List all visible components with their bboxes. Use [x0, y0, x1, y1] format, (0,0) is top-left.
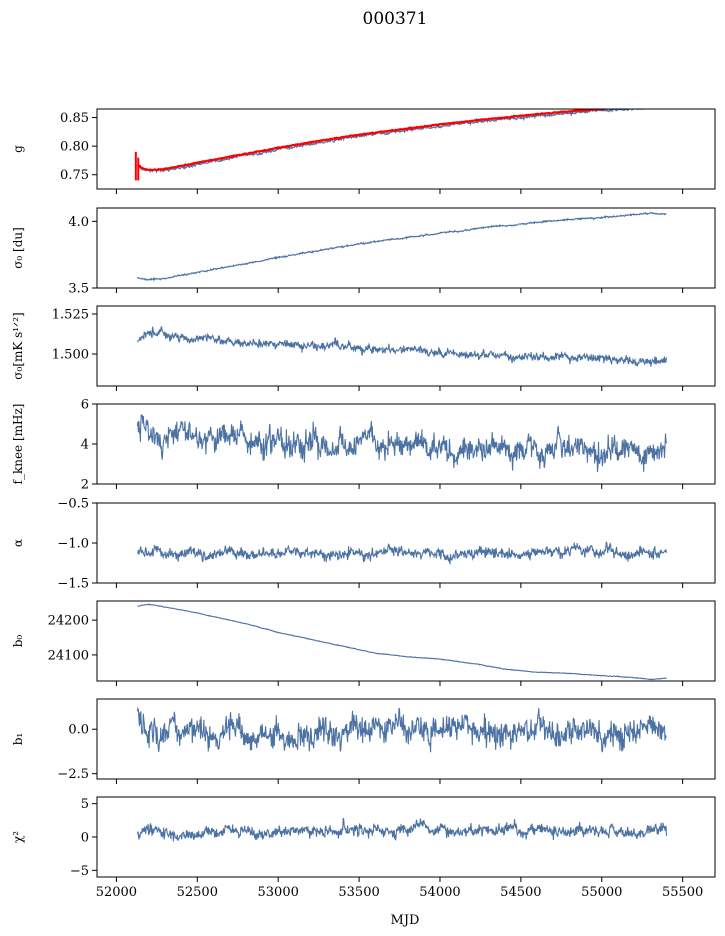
x-axis-label: MJD [391, 913, 420, 928]
y-tick: 4.0 [68, 215, 97, 230]
y-tick-label: 4.0 [68, 215, 89, 230]
x-tick: 53000 [258, 885, 299, 900]
y-tick-label: −0.5 [57, 497, 89, 512]
data-line-alpha [137, 541, 668, 566]
y-tick-label: −2.5 [57, 767, 89, 782]
y-axis-label: g [11, 145, 25, 153]
data-line-sigma0 [137, 211, 667, 282]
y-tick: 5 [81, 797, 97, 812]
x-tick: 52500 [177, 885, 218, 900]
y-tick-label: 4 [81, 438, 89, 453]
y-tick-label: −5 [70, 864, 89, 879]
y-tick: 24200 [48, 614, 97, 629]
panel-sigma0_mk: 1.500 1.525 σ₀[mK s¹ᐟ²] [11, 305, 716, 391]
panel-chi2: −5 0 5 52000 52500 53000 53500 54000 54500 55000 5… [11, 796, 716, 900]
y-axis-label: χ² [11, 831, 25, 843]
x-tick-label: 52000 [96, 885, 137, 900]
y-axis-label: f_knee [mHz] [11, 404, 25, 485]
y-tick: 4 [81, 438, 97, 453]
y-tick-label: 0.0 [68, 723, 89, 738]
x-tick: 55500 [662, 885, 703, 900]
data-line-b1 [136, 706, 667, 753]
y-tick: 1.525 [52, 308, 97, 323]
x-tick-label: 55500 [662, 885, 703, 900]
x-tick: 55000 [581, 885, 622, 900]
y-axis-label: b₀ [11, 635, 25, 648]
y-axis-label: α [11, 539, 25, 547]
y-axis-label: σ₀ [du] [11, 227, 25, 269]
panel-fknee: 2 4 6 f_knee [mHz] [11, 398, 716, 493]
x-tick-label: 53500 [338, 885, 379, 900]
y-tick: −5 [70, 864, 97, 879]
y-tick-label: 1.500 [52, 348, 89, 363]
y-tick: −1.5 [57, 577, 97, 592]
y-tick-label: 0.75 [60, 168, 89, 183]
y-axis-label: σ₀[mK s¹ᐟ²] [11, 312, 25, 379]
axes-frame [96, 108, 716, 190]
y-tick-label: 0.85 [60, 111, 89, 126]
series-line-fit [136, 109, 622, 172]
y-tick-label: −1.5 [57, 577, 89, 592]
axes-frame [96, 796, 716, 878]
y-tick-label: 2 [81, 478, 89, 493]
y-tick: 24100 [48, 648, 97, 663]
y-tick: 0.0 [68, 723, 97, 738]
y-tick: −0.5 [57, 497, 97, 512]
axes-frame [96, 600, 716, 682]
x-tick: 54000 [419, 885, 460, 900]
y-tick: 6 [81, 398, 97, 413]
y-tick: 0.75 [60, 168, 97, 183]
x-tick-label: 55000 [581, 885, 622, 900]
x-tick: 54500 [500, 885, 541, 900]
panel-sigma0: 3.5 4.0 σ₀ [du] [11, 207, 716, 297]
y-tick-label: 5 [81, 797, 89, 812]
y-tick-label: −1.0 [57, 537, 89, 552]
axes-frame [96, 207, 716, 289]
x-tick: 52000 [96, 885, 137, 900]
axes-frame [96, 305, 716, 387]
data-line-b0 [137, 603, 667, 681]
y-tick-label: 6 [81, 398, 89, 413]
y-tick-label: 0.80 [60, 140, 89, 155]
panel-alpha: −1.5 −1.0 −0.5 α [11, 497, 716, 592]
panel-b1: −2.5 0.0 b₁ [11, 698, 716, 784]
y-tick: 1.500 [52, 348, 97, 363]
y-tick-label: 1.525 [52, 308, 89, 323]
x-tick-label: 54500 [500, 885, 541, 900]
panel-g: 0.75 0.80 0.85 g [11, 108, 716, 194]
axes-frame [96, 502, 716, 584]
y-tick: 0.85 [60, 111, 97, 126]
y-tick: −1.0 [57, 537, 97, 552]
axes-frame [96, 698, 716, 780]
figure-title: 000371 [363, 9, 428, 29]
y-axis-label: b₁ [11, 733, 25, 746]
data-line-sigma0_mk [136, 326, 668, 367]
y-tick-label: 24100 [48, 648, 89, 663]
data-line-fknee [136, 413, 668, 473]
y-tick-label: 0 [81, 831, 89, 846]
y-tick: 0.80 [60, 140, 97, 155]
x-tick-label: 54000 [419, 885, 460, 900]
y-tick: −2.5 [57, 767, 97, 782]
panel-b0: 24100 24200 b₀ [11, 600, 716, 686]
y-tick: 3.5 [68, 282, 97, 297]
y-tick-label: 3.5 [68, 282, 89, 297]
data-line-chi2 [136, 817, 668, 842]
y-tick: 2 [81, 478, 97, 493]
y-tick: 0 [81, 831, 97, 846]
y-tick-label: 24200 [48, 614, 89, 629]
x-tick-label: 52500 [177, 885, 218, 900]
panels: 0.75 0.80 0.85 g 3.5 4.0 σ₀ [du] 1.500 1.525 σ₀[m… [11, 108, 716, 900]
x-tick-label: 53000 [258, 885, 299, 900]
x-tick: 53500 [338, 885, 379, 900]
data-line-g [137, 109, 656, 174]
